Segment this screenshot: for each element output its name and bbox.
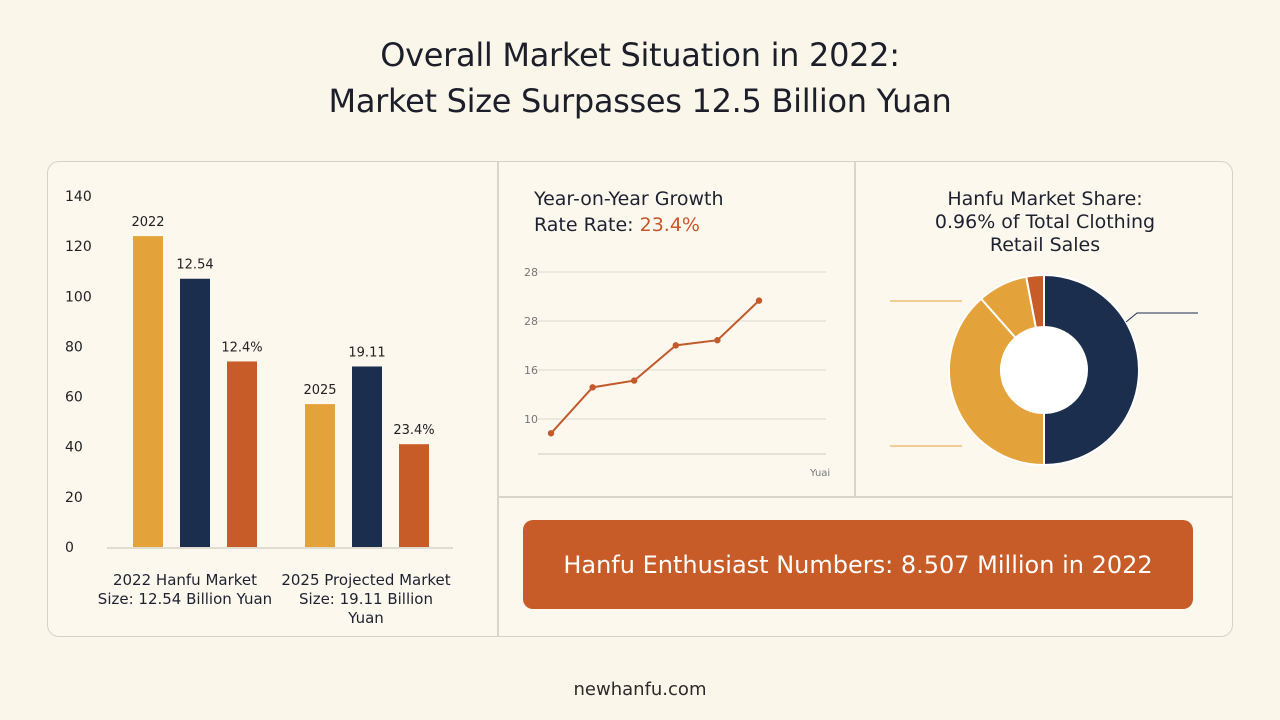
vertical-divider-right <box>854 162 856 496</box>
bar-caption-2022: 2022 Hanfu Market Size: 12.54 Billion Yu… <box>97 571 273 608</box>
donut-chart <box>890 273 1198 467</box>
y-tick-label: 20 <box>65 490 83 506</box>
line-chart-title-value: 23.4% <box>639 214 700 236</box>
bar-data-label: 12.54 <box>176 258 213 273</box>
line-point <box>714 337 721 344</box>
y-tick-label: 28 <box>524 266 538 279</box>
bar-data-label: 19.11 <box>348 345 385 360</box>
line-chart-title-prefix: Year-on-Year Growth Rate Rate: <box>534 188 724 236</box>
y-tick-label: 80 <box>65 339 83 355</box>
y-tick-label: 100 <box>65 289 92 305</box>
line-chart: 28 28 16 10 Yuai <box>524 266 830 479</box>
y-tick-label: 40 <box>65 440 83 456</box>
y-tick-label: 16 <box>524 364 538 377</box>
y-tick-label: 140 <box>65 189 92 205</box>
bar-12.54 <box>180 278 210 547</box>
title-line-2: Market Size Surpasses 12.5 Billion Yuan <box>328 82 952 120</box>
line-point <box>672 342 679 349</box>
bar-data-label: 2025 <box>303 383 336 398</box>
bar-caption-2025: 2025 Projected Market Size: 19.11 Billio… <box>281 571 451 627</box>
x-axis-label: Yuai <box>809 468 830 479</box>
title-line-1: Overall Market Situation in 2022: <box>380 36 900 74</box>
line-point <box>631 377 638 384</box>
line-point <box>755 297 763 304</box>
y-tick-label: 10 <box>524 413 538 426</box>
bar-19.11 <box>352 366 382 547</box>
bar-data-label: 23.4% <box>393 423 434 438</box>
y-tick-label: 28 <box>524 315 538 328</box>
bar-23.4% <box>399 444 429 547</box>
line-point <box>547 430 555 437</box>
page-title: Overall Market Situation in 2022: Market… <box>0 32 1280 124</box>
line-chart-title: Year-on-Year Growth Rate Rate: 23.4% <box>534 186 764 238</box>
bar-data-label: 2022 <box>131 215 164 230</box>
y-tick-label: 120 <box>65 239 92 255</box>
y-tick-label: 60 <box>65 390 83 406</box>
enthusiast-banner: Hanfu Enthusiast Numbers: 8.507 Million … <box>523 520 1193 609</box>
growth-line <box>550 299 760 434</box>
bar-chart: 0 20 40 60 80 100 120 140 2022 12.54 12.4% 2025 19.1… <box>65 189 453 556</box>
line-point <box>589 384 596 391</box>
horizontal-divider <box>498 496 1232 498</box>
bar-2022 <box>133 236 163 547</box>
pie-chart-title: Hanfu Market Share: 0.96% of Total Cloth… <box>934 188 1156 256</box>
leader-line-navy <box>1125 312 1198 323</box>
site-footer: newhanfu.com <box>573 679 707 700</box>
vertical-divider <box>497 162 499 636</box>
bar-12.4% <box>227 361 257 547</box>
y-tick-label: 0 <box>65 540 74 556</box>
donut-hole <box>1001 327 1087 413</box>
bar-2025 <box>305 404 335 547</box>
bar-data-label: 12.4% <box>221 340 262 355</box>
